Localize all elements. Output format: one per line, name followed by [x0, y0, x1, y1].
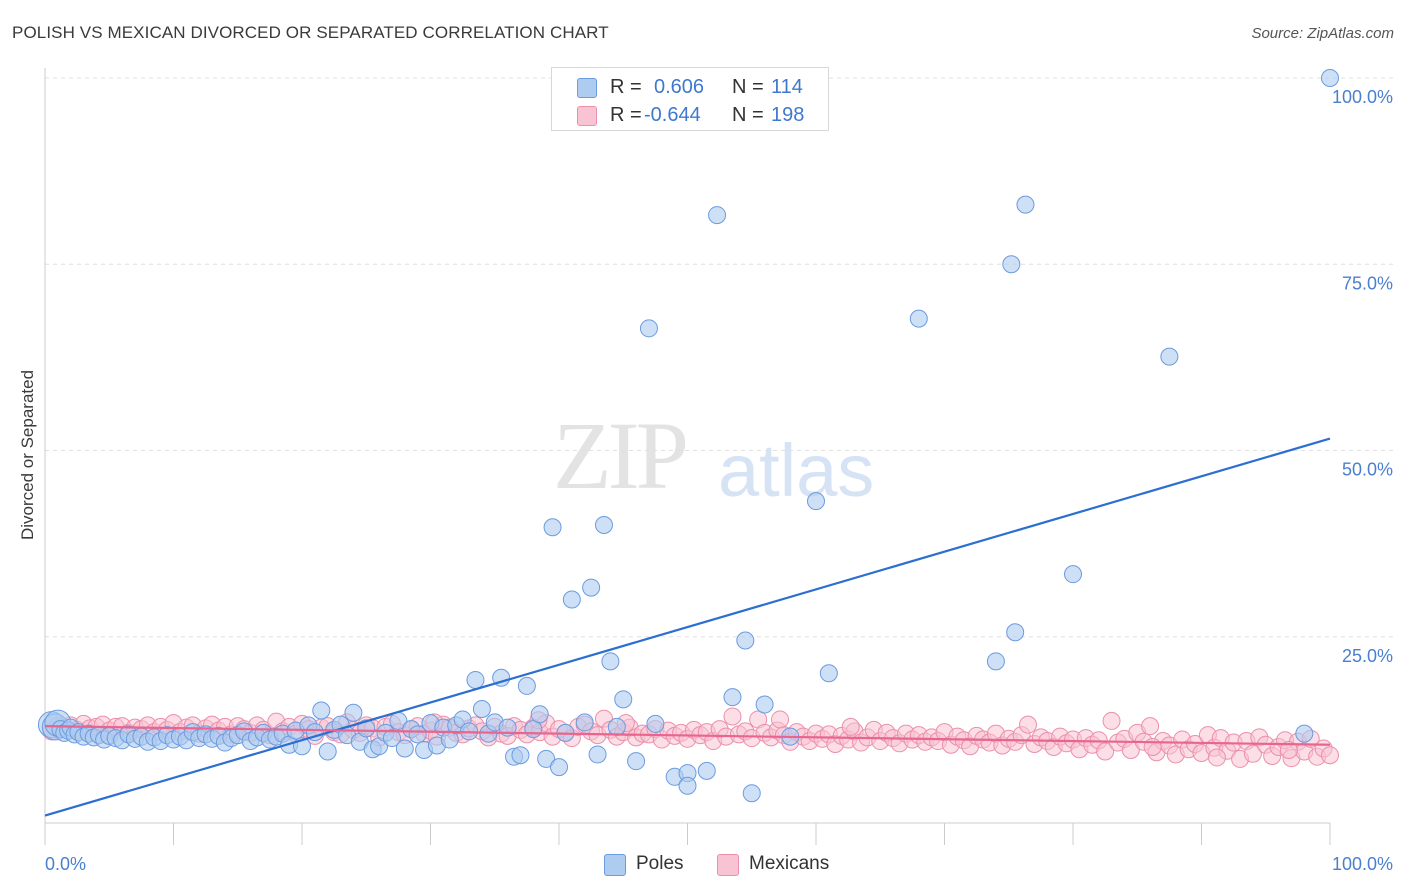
series-legend: Poles Mexicans	[0, 852, 1406, 878]
poles-point	[550, 758, 568, 777]
poles-point	[466, 670, 485, 689]
poles-point	[723, 688, 742, 707]
mexicans-point	[841, 717, 860, 736]
poles-point	[344, 703, 363, 722]
mexicans-point	[1141, 717, 1160, 736]
poles-point	[594, 516, 613, 534]
y-tick-label: 100.0%	[1332, 87, 1393, 107]
watermark-zip: ZIP	[553, 402, 689, 509]
poles-point	[755, 695, 774, 714]
poles-point	[1321, 69, 1339, 87]
tick-labels: 25.0% 50.0% 75.0% 100.0% 0.0% 100.0%	[45, 87, 1393, 874]
poles-point	[305, 723, 324, 742]
poles-point	[543, 518, 562, 537]
poles-point	[537, 749, 556, 768]
chart-title: POLISH VS MEXICAN DIVORCED OR SEPARATED …	[12, 23, 609, 42]
poles-point	[312, 701, 331, 720]
poles-point	[318, 742, 337, 761]
poles-point	[562, 590, 581, 609]
poles-point	[607, 717, 626, 736]
poles-point	[382, 729, 401, 748]
poles-point	[1002, 255, 1021, 274]
watermark-atlas: atlas	[718, 429, 875, 512]
poles-point	[627, 752, 646, 771]
poles-swatch	[577, 78, 597, 98]
poles-point	[819, 664, 838, 683]
poles-point	[1295, 724, 1314, 743]
poles-point	[909, 309, 928, 328]
poles-trend-line	[44, 437, 1331, 817]
poles-point	[1160, 347, 1179, 366]
poles-point	[807, 492, 825, 511]
poles-r-label: R =	[610, 76, 642, 98]
mexicans-point	[771, 710, 790, 729]
mexicans-point	[1321, 746, 1339, 765]
poles-point	[986, 652, 1005, 671]
legend-row-poles: R = 0.606 N = 114	[552, 73, 828, 101]
poles-points	[37, 69, 1339, 803]
poles-point	[601, 652, 620, 671]
poles-point	[678, 776, 697, 795]
mexicans-point	[1102, 711, 1121, 730]
poles-n-value: 114	[771, 76, 803, 98]
poles-point	[614, 690, 633, 709]
trend-lines	[44, 437, 1331, 817]
correlation-legend: R = 0.606 N = 114 R = -0.644 N = 198	[551, 67, 829, 131]
poles-point	[357, 719, 376, 738]
mexicans-swatch	[577, 106, 597, 126]
legend-row-mexicans: R = -0.644 N = 198	[552, 101, 828, 129]
poles-point	[395, 739, 414, 758]
poles-point	[697, 761, 716, 780]
mexicans-r-value: -0.644	[644, 104, 701, 126]
mexicans-point	[1019, 715, 1038, 734]
poles-point	[1016, 195, 1035, 214]
mexicans-r-label: R =	[610, 104, 642, 126]
mexicans-legend-swatch	[717, 854, 739, 876]
y-tick-label: 75.0%	[1342, 273, 1393, 293]
poles-point	[742, 784, 761, 803]
poles-point	[582, 578, 601, 597]
mexicans-point	[1243, 744, 1262, 763]
poles-legend-swatch	[604, 854, 626, 876]
mexicans-n-label: N =	[732, 104, 764, 126]
mexicans-trend-line	[44, 725, 1331, 746]
mexicans-point	[1279, 740, 1298, 759]
poles-point	[588, 745, 607, 764]
poles-point	[530, 705, 549, 724]
mexicans-point	[723, 707, 742, 726]
x-tick-label: 100.0%	[1332, 854, 1393, 874]
poles-point	[575, 713, 594, 732]
poles-point	[708, 206, 727, 225]
poles-point	[1064, 565, 1082, 584]
poles-point	[511, 746, 530, 765]
poles-point	[639, 319, 658, 338]
y-tick-label: 25.0%	[1342, 646, 1393, 666]
poles-point	[472, 700, 491, 719]
axes	[44, 68, 1331, 845]
poles-point	[517, 676, 536, 695]
grid-lines	[45, 77, 1395, 638]
mexicans-point	[1207, 748, 1226, 767]
mexicans-legend-label: Mexicans	[749, 853, 830, 874]
poles-point	[736, 631, 755, 650]
poles-r-value: 0.606	[654, 76, 705, 98]
mexicans-point	[1096, 742, 1115, 761]
poles-point	[1006, 623, 1025, 642]
source-label: Source: ZipAtlas.com	[1251, 25, 1394, 42]
y-tick-label: 50.0%	[1342, 460, 1393, 480]
x-tick-label: 0.0%	[45, 854, 86, 874]
poles-point	[646, 714, 665, 733]
poles-point	[408, 725, 427, 744]
poles-n-label: N =	[732, 76, 764, 98]
poles-legend-label: Poles	[636, 853, 684, 874]
mexicans-n-value: 198	[771, 104, 805, 126]
